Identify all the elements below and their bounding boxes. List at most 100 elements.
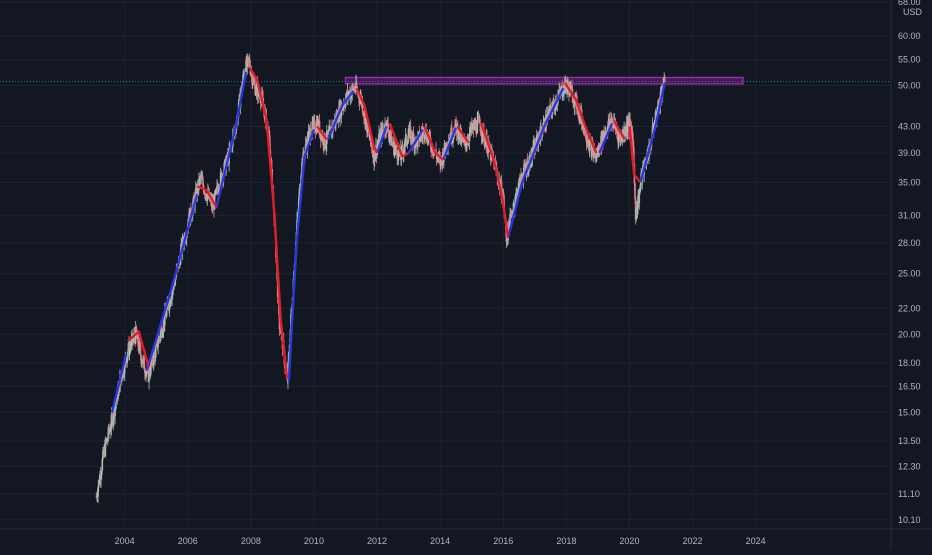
candle-body (638, 192, 641, 204)
candle-body (571, 86, 573, 90)
candle-body (307, 131, 310, 143)
downtrend-line (388, 122, 410, 158)
candle-body (521, 177, 523, 180)
time-tick-label: 2016 (493, 536, 513, 546)
candle-body (401, 146, 404, 152)
candle-body (376, 144, 379, 147)
candle-body (142, 358, 144, 364)
candle-body (162, 330, 164, 335)
candle-body (364, 111, 366, 126)
candle-body (251, 83, 254, 85)
price-tick-label: 10.10 (898, 515, 921, 525)
candle-body (298, 196, 300, 209)
candle-body (410, 131, 413, 140)
candle-body (327, 130, 330, 132)
candle-body (100, 474, 102, 480)
candle-body (484, 142, 487, 147)
candle-body (597, 147, 599, 157)
candle-body (157, 343, 159, 348)
candle-body (629, 125, 632, 126)
candle-body (149, 374, 152, 376)
time-tick-label: 2022 (683, 536, 703, 546)
candle-body (654, 120, 656, 123)
downtrend-line (456, 125, 470, 144)
candle-body (248, 59, 251, 67)
candle-body (633, 147, 635, 165)
candle-body (626, 121, 629, 132)
candle-body (506, 238, 508, 242)
candle-body (150, 361, 152, 375)
candle-body (585, 136, 587, 139)
candle-body (592, 145, 594, 156)
candle-body (387, 130, 390, 138)
candle-body (359, 98, 361, 103)
candle-body (417, 133, 420, 136)
currency-label: USD (903, 7, 923, 17)
price-axis[interactable] (891, 0, 932, 550)
candle-body (161, 334, 164, 337)
candle-body (460, 135, 463, 142)
price-tick-label: 16.50 (898, 382, 921, 392)
candle-body (254, 84, 257, 95)
candle-body (475, 122, 477, 133)
candle-body (327, 131, 329, 135)
candle-body (308, 127, 311, 132)
candle-body (405, 134, 408, 144)
candle-body (612, 124, 615, 129)
candle-body (455, 119, 457, 124)
candle-body (315, 131, 317, 132)
downtrend-line (563, 82, 598, 154)
candle-body (487, 146, 490, 153)
candle-body (636, 207, 639, 215)
candle-body (213, 192, 216, 210)
candle-body (389, 135, 391, 137)
time-tick-label: 2024 (746, 536, 766, 546)
candle-body (603, 133, 606, 136)
candle-body (403, 147, 406, 151)
candle-body (569, 85, 572, 94)
downtrend-line (248, 66, 289, 379)
candle-body (202, 178, 204, 186)
candle-body (311, 121, 314, 135)
candle-body (153, 352, 155, 365)
candle-body (558, 89, 561, 92)
candle-body (484, 138, 486, 147)
candle-body (508, 221, 510, 227)
candle-body (201, 176, 203, 180)
candle-body (112, 418, 115, 425)
candle-body (656, 106, 659, 112)
resistance-zone[interactable] (344, 76, 744, 85)
price-tick-label: 43.00 (898, 121, 921, 131)
candle-body (576, 109, 579, 113)
candle-body (278, 314, 281, 330)
candle-body (148, 369, 151, 375)
candle-body (251, 73, 253, 85)
candle-body (532, 145, 534, 155)
candle-body (612, 120, 614, 129)
candle-body (536, 135, 539, 137)
candle-body (130, 346, 132, 347)
candle-body (562, 93, 565, 96)
candle-body (192, 197, 195, 207)
candle-body (97, 480, 100, 488)
candle-body (209, 199, 212, 201)
candle-body (630, 125, 633, 130)
candle-body (602, 131, 605, 145)
candle-body (461, 137, 464, 142)
candle-body (123, 358, 126, 374)
uptrend-line (506, 87, 565, 239)
candle-body (647, 158, 650, 160)
candle-body (390, 130, 392, 146)
candle-body (143, 369, 146, 373)
candle-body (100, 470, 103, 475)
candle-body (364, 118, 367, 126)
candle-body (123, 373, 125, 375)
price-tick-label: 60.00 (898, 31, 921, 41)
time-tick-label: 2010 (304, 536, 324, 546)
uptrend-line (145, 193, 199, 371)
candle-body (302, 152, 305, 157)
candle-body (653, 122, 656, 126)
candle-body (556, 103, 559, 105)
